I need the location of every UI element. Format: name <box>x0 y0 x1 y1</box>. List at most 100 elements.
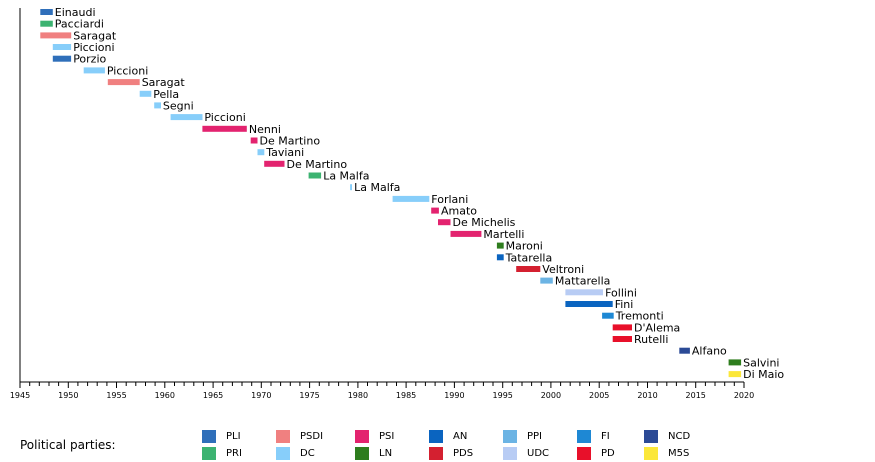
timeline-bar <box>350 184 352 191</box>
timeline-bar <box>602 312 614 319</box>
timeline-bar <box>612 336 632 342</box>
legend-item: PD <box>577 447 615 460</box>
bar-label: De Michelis <box>453 216 516 229</box>
bar-label: De Martino <box>287 158 348 171</box>
x-tick-label: 2010 <box>637 391 657 400</box>
bar-label: Piccioni <box>107 64 148 77</box>
legend-item: PRI <box>202 447 242 460</box>
legend-swatch <box>429 447 443 460</box>
legend-label: PDS <box>453 448 474 459</box>
bar-label: Follini <box>605 286 637 299</box>
timeline-bar <box>516 266 541 272</box>
legend-item: NCD <box>644 430 690 443</box>
x-axis: 1945 1950 1955 1960 1965 1970 1975 1980 1985 1990… <box>10 8 754 400</box>
bar-label: Einaudi <box>55 6 96 19</box>
timeline-bar <box>728 371 742 378</box>
bars-group: EinaudiPacciardiSaragatPiccioniPorzioPic… <box>40 6 784 381</box>
bar-label: La Malfa <box>354 181 400 194</box>
bar-label: Rutelli <box>634 333 668 346</box>
timeline-bar <box>202 125 247 132</box>
timeline-bar <box>40 20 53 27</box>
bar-label: Piccioni <box>204 111 245 124</box>
legend-item: AN <box>429 430 467 443</box>
timeline-bar <box>170 114 203 121</box>
bar-label: Amato <box>441 205 477 218</box>
bar-label: Mattarella <box>555 275 611 288</box>
legend-item: FI <box>577 430 610 443</box>
legend-label: PD <box>601 448 615 459</box>
legend-label: NCD <box>668 431 691 442</box>
legend-swatch <box>355 430 369 443</box>
x-tick-label: 2020 <box>734 391 754 400</box>
timeline-bar <box>540 277 553 284</box>
legend-item: UDC <box>503 447 549 460</box>
legend-item: PSDI <box>276 430 323 443</box>
x-tick-label: 2005 <box>589 391 609 400</box>
legend-label: LN <box>379 448 393 459</box>
x-tick-label: 1985 <box>396 391 416 400</box>
timeline-bar <box>496 254 504 261</box>
timeline-chart: EinaudiPacciardiSaragatPiccioniPorzioPic… <box>10 6 785 400</box>
bar-label: Martelli <box>483 228 524 241</box>
bar-label: Segni <box>163 99 194 112</box>
timeline-bar <box>154 102 161 109</box>
timeline-bar <box>438 219 451 226</box>
bar-label: Pella <box>153 88 179 101</box>
legend-item: LN <box>355 447 392 460</box>
legend-label: FI <box>601 431 610 442</box>
timeline-bar <box>139 90 152 97</box>
timeline-bar <box>565 289 603 296</box>
bar-label: Salvini <box>743 356 779 369</box>
x-tick-label: 1965 <box>203 391 223 400</box>
legend-swatch <box>503 430 517 443</box>
bar-label: Fini <box>615 298 634 311</box>
legend-swatch <box>577 430 591 443</box>
x-tick-label: 2000 <box>541 391 561 400</box>
legend-item: PLI <box>202 430 241 443</box>
x-tick-label: 1950 <box>58 391 78 400</box>
bar-label: Tremonti <box>615 310 664 323</box>
x-tick-label: 1945 <box>10 391 30 400</box>
legend-swatch <box>202 430 216 443</box>
legend-item: M5S <box>644 447 689 460</box>
bar-label: Saragat <box>73 29 117 42</box>
legend-swatch <box>202 447 216 460</box>
bar-label: Tatarella <box>505 251 553 264</box>
timeline-bar <box>264 160 285 167</box>
legend-item: PDS <box>429 447 473 460</box>
bar-label: Maroni <box>506 240 543 253</box>
bar-label: Nenni <box>249 123 281 136</box>
bar-label: Forlani <box>431 193 468 206</box>
legend-label: PLI <box>226 431 241 442</box>
legend-label: PPI <box>527 431 543 442</box>
timeline-bar <box>612 324 632 331</box>
timeline-bar <box>431 207 439 214</box>
legend-item: PPI <box>503 430 542 443</box>
x-tick-label: 1980 <box>348 391 368 400</box>
timeline-bar <box>679 347 690 354</box>
timeline-bar <box>107 79 140 86</box>
legend-label: DC <box>300 448 315 459</box>
timeline-bar <box>392 195 430 202</box>
timeline-bar <box>257 149 265 156</box>
bar-label: Taviani <box>265 146 304 159</box>
legend-swatch <box>276 447 290 460</box>
bar-label: Pacciardi <box>55 18 104 31</box>
timeline-bar <box>496 242 504 249</box>
bar-label: D'Alema <box>634 321 680 334</box>
legend-swatch <box>577 447 591 460</box>
bar-label: De Martino <box>260 135 321 148</box>
x-tick-label: 1990 <box>444 391 464 400</box>
legend-label: PSDI <box>300 431 324 442</box>
timeline-bar <box>52 44 72 50</box>
legend-label: PRI <box>226 448 242 459</box>
bar-label: Porzio <box>73 53 106 66</box>
timeline-bar <box>308 172 322 179</box>
bar-label: Piccioni <box>73 41 114 54</box>
bar-label: Veltroni <box>542 263 584 276</box>
timeline-bar <box>728 359 742 366</box>
legend-title: Political parties: <box>20 438 116 452</box>
legend-item: DC <box>276 447 315 460</box>
legend-swatch <box>429 430 443 443</box>
legend-swatch <box>276 430 290 443</box>
